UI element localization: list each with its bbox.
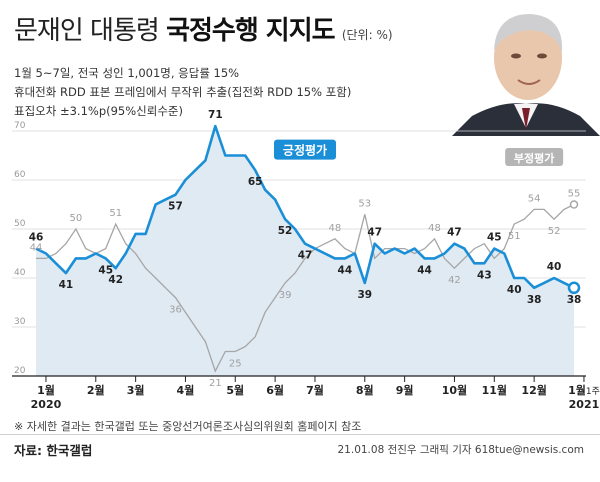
survey-info-line1: 1월 5~7일, 전국 성인 1,001명, 응답률 15%: [14, 66, 240, 80]
approval-value-label: 38: [567, 294, 582, 306]
approval-area-fill: [36, 126, 574, 376]
approval-value-label: 46: [29, 232, 44, 244]
x-tick-suffix: 1주: [586, 386, 600, 397]
approval-value-label: 52: [278, 225, 293, 237]
approval-tag-bg: [274, 139, 336, 160]
approval-value-label: 57: [168, 201, 183, 213]
x-tick-label: 8월: [356, 383, 374, 397]
survey-info-line3: 표집오차 ±3.1%p(95%신뢰수준): [14, 104, 183, 118]
disapproval-tag-label: 부정평가: [514, 151, 554, 165]
survey-info-line2: 휴대전화 RDD 표본 프레임에서 무작위 추출(집전화 RDD 15% 포함): [14, 85, 352, 99]
disapproval-value-label: 36: [169, 305, 182, 316]
approval-value-label: 47: [298, 250, 313, 262]
disapproval-tag-bg: [505, 147, 564, 166]
y-axis-ticks: 20 30 40 50 60 70: [14, 121, 26, 376]
disapproval-value-label: 51: [109, 208, 122, 219]
unit-label: (단위: %): [341, 28, 393, 42]
disapproval-value-label: 21: [209, 378, 222, 389]
disapproval-value-label: 42: [448, 275, 461, 286]
credit: 21.01.08 전진우 그래픽 기자 618tue@newsis.com: [337, 444, 585, 456]
disapproval-line: [36, 203, 575, 373]
x-tick-label: 11월: [482, 383, 507, 397]
divider: [0, 434, 600, 435]
approval-value-label: 47: [447, 227, 462, 239]
x-tick-label: 10월: [442, 383, 467, 397]
approval-value-label: 40: [547, 261, 562, 273]
title-part1: 문재인 대통령: [14, 16, 160, 46]
chart-title: 문재인 대통령 국정수행 지지도 (단위: %): [14, 10, 393, 47]
approval-tag-label: 긍정평가: [283, 143, 327, 158]
approval-end-dot: [567, 281, 581, 295]
approval-line: [35, 124, 575, 290]
x-tick-label: 2월: [87, 383, 105, 397]
x-tick-label: 1월: [37, 383, 55, 397]
disapproval-value-label: 53: [358, 198, 371, 209]
y-tick-label: 70: [14, 121, 26, 131]
approval-value-label: 41: [59, 279, 74, 291]
approval-value-label: 40: [507, 284, 522, 296]
y-tick-label: 20: [14, 366, 26, 376]
x-tick-label: 3월: [127, 383, 145, 397]
disapproval-value-label: 44: [30, 242, 43, 253]
x-tick-label: 5월: [226, 383, 244, 397]
x-tick-label: 7월: [306, 383, 324, 397]
approval-value-label: 47: [367, 227, 382, 239]
disapproval-value-label: 50: [69, 213, 82, 224]
survey-info: 1월 5~7일, 전국 성인 1,001명, 응답률 15% 휴대전화 RDD …: [14, 64, 351, 121]
disapproval-value-label: 55: [568, 189, 581, 200]
approval-value-label: 44: [417, 264, 432, 276]
x-tick-label: 6월: [266, 383, 284, 397]
president-portrait: [452, 14, 600, 136]
x-tick-year: 2020: [31, 398, 62, 411]
x-tick-label: 1월1주: [568, 383, 600, 397]
disapproval-value-label: 52: [548, 226, 561, 237]
disapproval-value-label: 48: [329, 223, 342, 234]
x-tick-year: 2021: [569, 398, 600, 411]
disapproval-value-label: 54: [528, 193, 541, 204]
disapproval-value-label: 48: [428, 223, 441, 234]
source: 자료: 한국갤럽: [14, 443, 93, 458]
x-tick-label: 9월: [396, 383, 414, 397]
approval-value-label: 38: [527, 294, 542, 306]
disapproval-value-label: 25: [229, 359, 242, 370]
title-part2: 국정수행 지지도: [166, 16, 335, 46]
x-tick-label: 12월: [521, 383, 546, 397]
approval-value-label: 43: [477, 269, 492, 281]
disapproval-value-label: 39: [279, 290, 292, 301]
x-tick-label: 4월: [177, 383, 195, 397]
disapproval-value-label: 51: [508, 231, 521, 242]
approval-value-label: 45: [98, 264, 113, 276]
approval-value-label: 42: [108, 274, 123, 286]
disapproval-end-dot: [569, 200, 579, 209]
approval-value-label: 45: [487, 232, 502, 244]
y-tick-label: 60: [14, 170, 26, 180]
y-tick-label: 30: [14, 317, 26, 327]
approval-value-label: 71: [208, 109, 223, 121]
approval-value-label: 65: [248, 176, 263, 188]
end-markers: [567, 200, 581, 295]
footnote: ※ 자세한 결과는 한국갤럽 또는 중앙선거여론조사심의위원회 홈페이지 참조: [14, 420, 362, 433]
y-tick-label: 50: [14, 219, 26, 229]
approval-value-label: 39: [357, 289, 372, 301]
approval-value-label: 44: [338, 264, 353, 276]
disapproval-data-labels: 44 50 51 36 21 25 39 48 53 48 42 51 54 52 55: [30, 189, 581, 390]
y-tick-label: 40: [14, 268, 26, 278]
